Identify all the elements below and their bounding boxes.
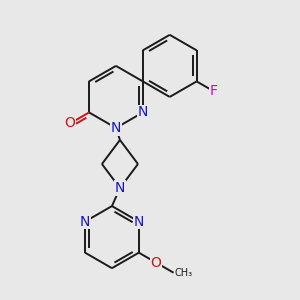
Text: N: N	[111, 121, 121, 135]
Text: F: F	[210, 84, 218, 98]
Text: N: N	[134, 214, 144, 229]
Text: O: O	[151, 256, 162, 270]
Text: N: N	[115, 181, 125, 195]
Text: O: O	[64, 116, 75, 130]
Text: N: N	[80, 214, 90, 229]
Text: N: N	[138, 105, 148, 119]
Text: CH₃: CH₃	[175, 268, 193, 278]
